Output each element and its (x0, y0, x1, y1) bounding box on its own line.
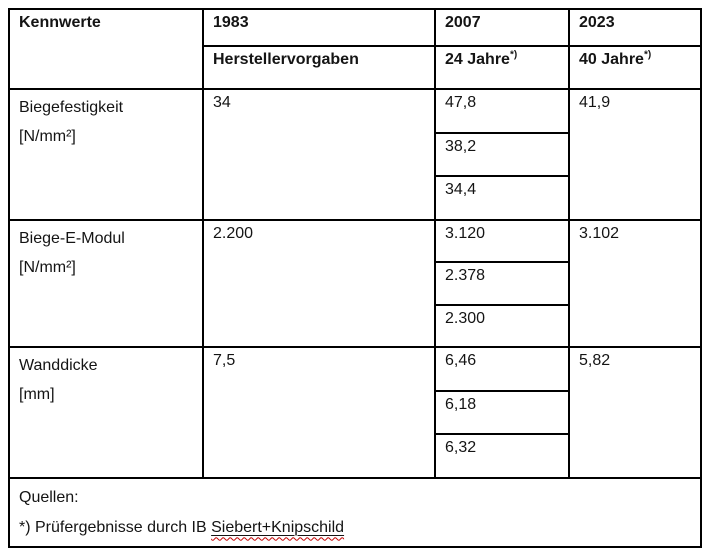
header-year-1983: 1983 (202, 8, 436, 47)
row-label-wanddicke: Wanddicke [mm] (8, 346, 204, 479)
kennwerte-table: Kennwerte 1983 2007 2023 Herstellervorga… (8, 8, 702, 549)
row-label-unit: [N/mm²] (19, 127, 76, 145)
cell-wanddicke-2007-1: 6,46 (434, 346, 570, 392)
table-footer: Quellen: *) Prüfergebnisse durch IB Sieb… (8, 476, 702, 549)
cell-biege-e-modul-2007-3: 2.300 (434, 304, 570, 348)
cell-wanddicke-2007-3: 6,32 (434, 433, 570, 479)
footnote-marker: *) (643, 49, 652, 61)
footnote-marker: *) (509, 49, 518, 61)
cell-wanddicke-1983: 7,5 (202, 346, 436, 479)
footer-quellen-label: Quellen: (19, 489, 79, 506)
cell-biege-e-modul-1983: 2.200 (202, 219, 436, 348)
footer-source-prefix: *) Prüfergebnisse durch IB (19, 518, 212, 536)
cell-biegefestigkeit-2007-3: 34,4 (434, 175, 570, 221)
cell-biege-e-modul-2007-2: 2.378 (434, 261, 570, 306)
row-label-unit: [N/mm²] (19, 258, 76, 276)
row-label-line1: Wanddicke (19, 357, 98, 374)
cell-biege-e-modul-2007-1: 3.120 (434, 219, 570, 263)
cell-biege-e-modul-2023: 3.102 (568, 219, 702, 348)
subheader-24-jahre: 24 Jahre*) (434, 45, 570, 90)
row-label-line1: Biege-E-Modul (19, 230, 125, 247)
cell-biegefestigkeit-2023: 41,9 (568, 88, 702, 221)
cell-biegefestigkeit-1983: 34 (202, 88, 436, 221)
cell-wanddicke-2023: 5,82 (568, 346, 702, 479)
header-year-2023: 2023 (568, 8, 702, 47)
cell-wanddicke-2007-2: 6,18 (434, 390, 570, 435)
row-label-biegefestigkeit: Biegefestigkeit [N/mm²] (8, 88, 204, 221)
header-kennwerte: Kennwerte (8, 8, 204, 90)
cell-biegefestigkeit-2007-1: 47,8 (434, 88, 570, 134)
header-year-2007: 2007 (434, 8, 570, 47)
footer-source-name: Siebert+Knipschild (211, 518, 345, 536)
subheader-herstellervorgaben: Herstellervorgaben (202, 45, 436, 90)
subheader-40-jahre-label: 40 Jahre (579, 51, 644, 68)
row-label-unit: [mm] (19, 385, 55, 403)
spellcheck-squiggle: Siebert+Knipschild (211, 519, 344, 536)
footer-source-line: *) Prüfergebnisse durch IB Siebert+Knips… (19, 513, 691, 543)
row-label-line1: Biegefestigkeit (19, 99, 124, 116)
subheader-24-jahre-label: 24 Jahre (445, 51, 510, 68)
cell-biegefestigkeit-2007-2: 38,2 (434, 132, 570, 177)
row-label-biege-e-modul: Biege-E-Modul [N/mm²] (8, 219, 204, 348)
subheader-40-jahre: 40 Jahre*) (568, 45, 702, 90)
